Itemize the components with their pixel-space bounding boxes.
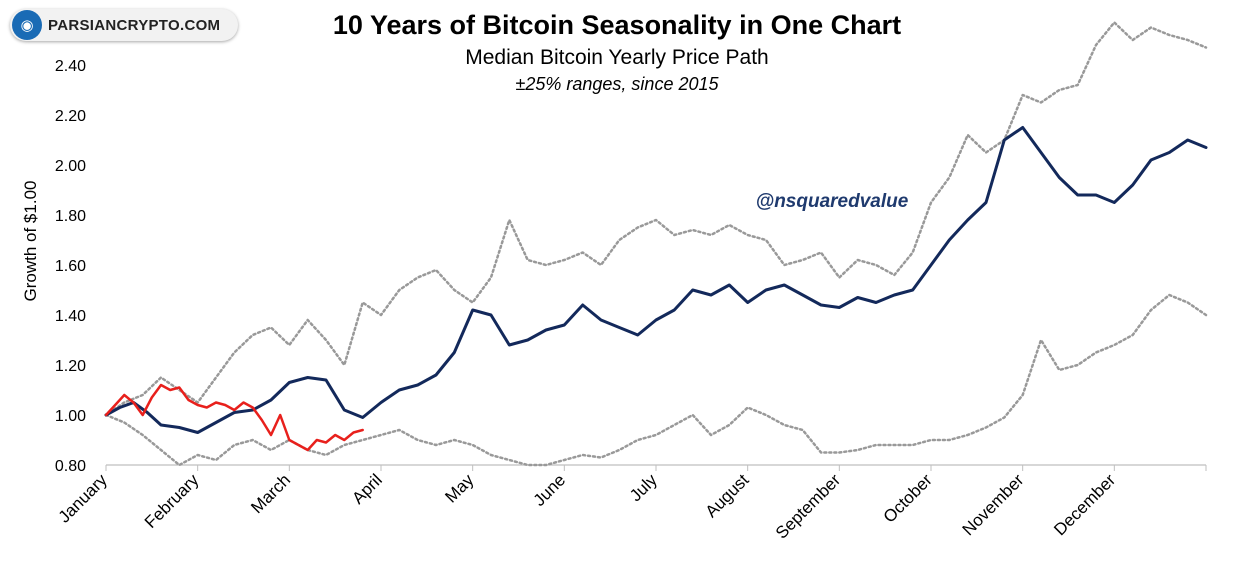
x-tick-label: November [959,470,1028,539]
x-tick-label: July [626,470,661,505]
author-annotation: @nsquaredvalue [756,191,909,212]
x-axis: January February March April May June July Augu… [55,464,1207,543]
x-tick-label: May [441,470,477,506]
watermark-badge: ◉ PARSIANCRYPTO.COM [10,9,238,41]
x-tick-label: September [772,470,844,542]
chart-subtitle: Median Bitcoin Yearly Price Path [465,46,769,69]
series-layer [104,21,1208,467]
lower-range-line [104,293,1208,467]
chart-title: 10 Years of Bitcoin Seasonality in One C… [333,10,901,40]
current-year-line [104,383,364,452]
x-tick-label: February [141,470,203,532]
x-tick-label: April [348,470,385,507]
y-tick-label: 2.20 [55,108,86,125]
y-tick-label: 1.80 [55,208,86,225]
median-line [104,126,1208,434]
x-tick-label: June [530,470,570,510]
y-tick-label: 1.00 [55,408,86,425]
x-tick-label: January [55,470,112,527]
y-tick-label: 1.40 [55,308,86,325]
watermark-text: PARSIANCRYPTO.COM [48,16,221,34]
upper-range-line [104,21,1208,417]
fingerprint-logo-icon: ◉ [12,10,42,40]
x-tick-label: March [247,470,294,517]
y-axis-label: Growth of $1.00 [21,181,40,302]
y-axis-ticks: 0.801.001.201.401.601.802.002.202.402.60 [55,8,86,475]
x-tick-label: October [880,470,936,526]
y-tick-label: 2.40 [55,58,86,75]
x-tick-label: August [702,470,753,521]
chart-subtitle-range: ±25% ranges, since 2015 [515,74,719,94]
y-tick-label: 0.80 [55,458,86,475]
y-tick-label: 1.60 [55,258,86,275]
y-tick-label: 1.20 [55,358,86,375]
x-tick-label: December [1050,470,1119,539]
y-tick-label: 2.00 [55,158,86,175]
